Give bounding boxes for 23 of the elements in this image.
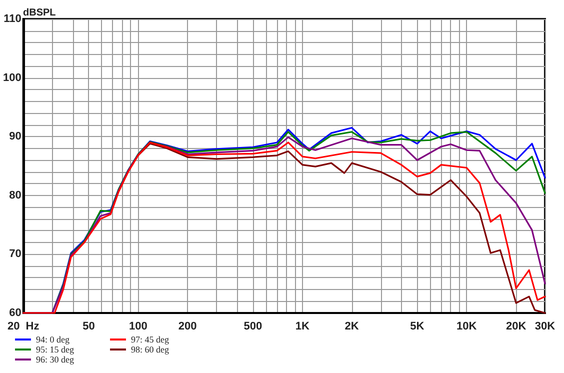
y-tick-label: 110 (4, 13, 22, 25)
x-tick-label: 5K (410, 320, 424, 332)
y-axis-title: dBSPL (23, 8, 56, 18)
x-tick-label: 20K (506, 320, 526, 332)
legend-label: 97: 45 deg (131, 334, 170, 344)
x-tick-label: 1K (295, 320, 310, 332)
x-tick-label: 100 (128, 320, 148, 332)
y-tick-label: 80 (9, 189, 22, 202)
x-tick-label: 2K (344, 320, 359, 332)
legend-label: 98: 60 deg (131, 344, 170, 354)
legend-label: 94: 0 deg (36, 334, 70, 344)
legend-label: 95: 15 deg (36, 344, 74, 354)
y-tick-label: 90 (9, 130, 22, 143)
x-tick-label: 10K (456, 320, 477, 332)
x-tick-label: 30K (534, 320, 556, 332)
x-tick-label: 50 (82, 320, 95, 332)
x-tick-label: 20 Hz (7, 320, 40, 332)
x-tick-label: 200 (178, 320, 197, 332)
x-tick-label: 500 (244, 320, 262, 332)
legend-label: 96: 30 deg (36, 354, 74, 364)
y-tick-label: 60 (9, 307, 22, 319)
y-tick-label: 70 (9, 248, 22, 260)
y-tick-label: 100 (2, 72, 22, 84)
